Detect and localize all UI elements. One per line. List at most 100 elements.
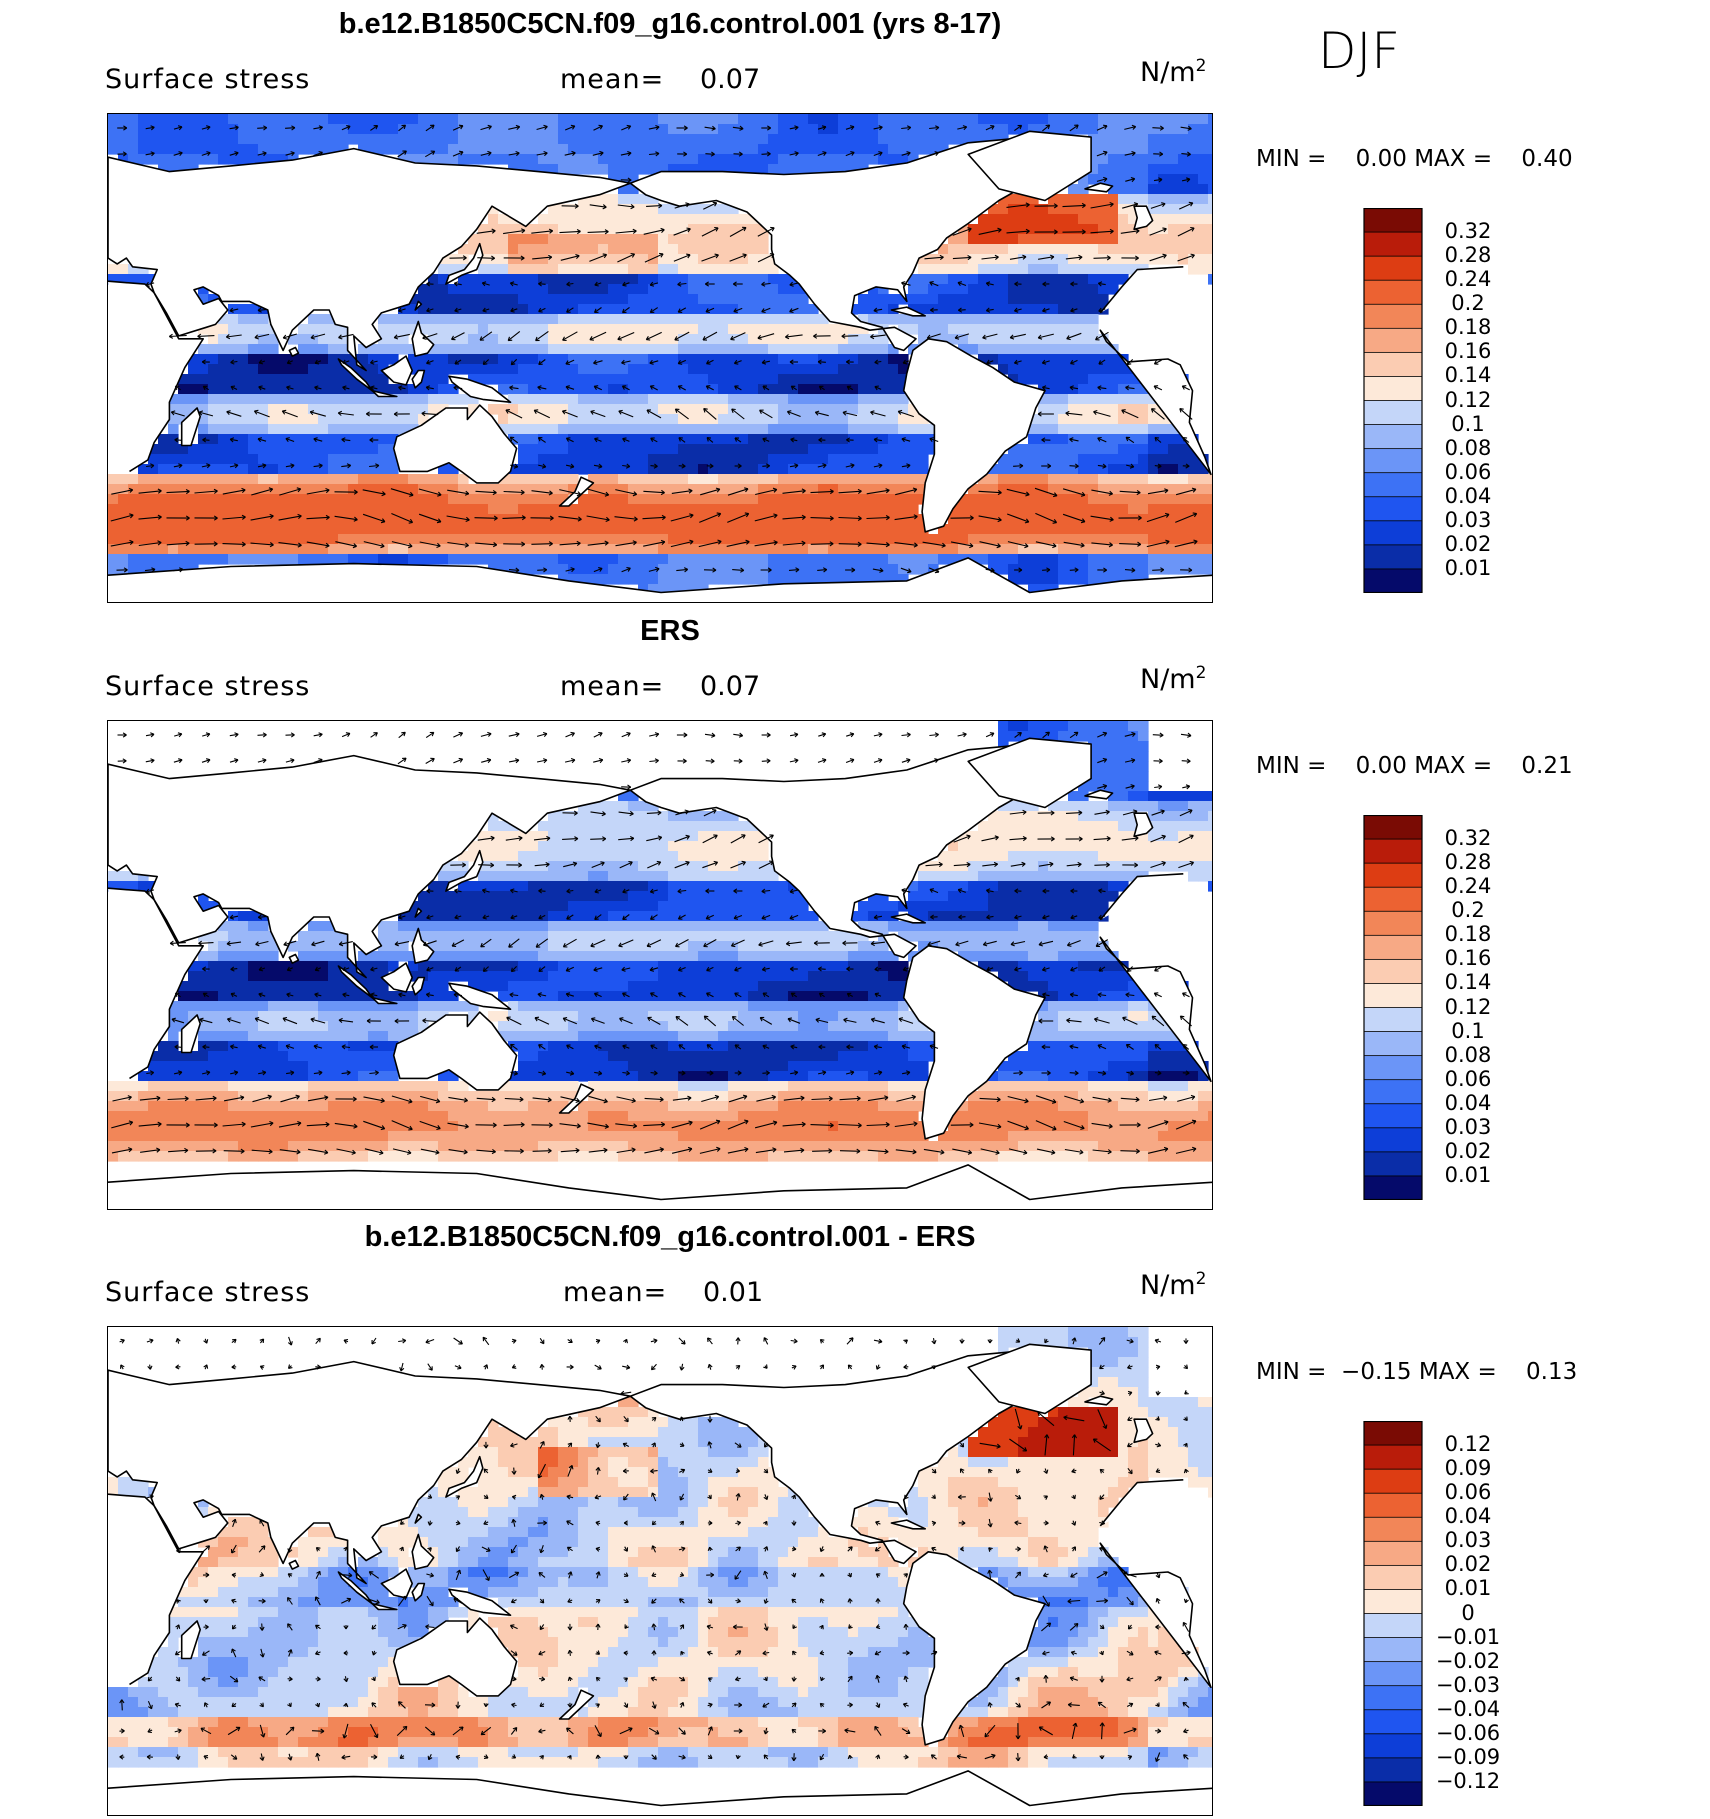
field-cell [988,544,999,555]
field-cell [698,504,709,515]
field-cell [108,564,119,575]
field-cell [438,364,449,375]
field-cell [378,494,389,505]
field-cell [1148,484,1159,495]
field-cell [1048,444,1059,455]
field-cell [1048,304,1059,315]
field-cell [568,134,579,145]
field-cell [1068,841,1079,852]
field-cell [158,454,169,465]
vector-arrow [254,333,270,340]
field-cell [658,494,669,505]
field-cell [568,144,579,155]
field-cell [168,424,179,435]
field-cell [728,524,739,535]
field-cell [828,114,839,125]
field-cell [558,304,569,315]
field-cell [248,154,259,165]
field-cell [258,144,269,155]
field-cell [208,364,219,375]
vector-arrow [144,567,156,573]
field-cell [748,444,759,455]
field-cell [668,134,679,145]
field-cell [568,811,579,822]
field-cell [1058,731,1069,742]
field-cell [598,374,609,385]
field-cell [868,354,879,365]
field-cell [148,504,159,515]
field-cell [288,144,299,155]
vector-arrow [986,359,994,365]
field-cell [1068,234,1079,245]
field-cell [668,464,679,475]
field-cell [118,264,129,275]
field-cell [478,544,489,555]
field-cell [1038,334,1049,345]
field-cell [988,524,999,535]
field-cell [558,831,569,842]
field-cell [1058,214,1069,225]
field-cell [238,424,249,435]
vector-arrow [957,125,968,131]
field-cell [828,134,839,145]
field-cell [468,504,479,515]
field-cell [768,881,779,892]
vector-arrow [1146,512,1170,523]
field-cell [998,124,1009,135]
field-cell [498,404,509,415]
field-cell [298,144,309,155]
field-cell [1058,224,1069,235]
field-cell [1088,811,1099,822]
vector-arrow [615,489,638,497]
field-cell [678,454,689,465]
field-cell [418,901,429,912]
vector-arrow [363,541,385,549]
field-cell [1178,114,1189,125]
field-cell [878,484,889,495]
field-cell [548,214,559,225]
field-cell [928,124,939,135]
field-cell [708,554,719,565]
field-cell [248,414,259,425]
field-cell [1138,454,1149,465]
field-cell [1088,731,1099,742]
field-cell [978,484,989,495]
field-cell [268,534,279,545]
field-cell [328,454,339,465]
field-cell [938,244,949,255]
field-cell [568,154,579,165]
field-cell [768,514,779,525]
field-cell [548,234,559,245]
field-cell [588,234,599,245]
field-cell [1208,871,1212,882]
field-cell [218,554,229,565]
field-cell [888,374,899,385]
field-cell [678,514,689,525]
field-cell [408,364,419,375]
field-cell [1118,504,1129,515]
field-cell [578,514,589,525]
field-cell [1118,404,1129,415]
field-cell [1158,841,1169,852]
field-cell [1108,464,1119,475]
field-cell [658,234,669,245]
field-cell [168,444,179,455]
field-cell [818,354,829,365]
field-cell [1138,524,1149,535]
field-cell [1098,771,1109,782]
field-cell [108,144,119,155]
field-cell [1038,901,1049,912]
coastline-eurasia [108,147,632,372]
field-cell [738,374,749,385]
field-cell [1008,524,1019,535]
field-cell [558,394,569,405]
field-cell [708,144,719,155]
field-cell [918,284,929,295]
field-cell [978,294,989,305]
field-cell [578,244,589,255]
field-cell [968,234,979,245]
field-cell [648,901,659,912]
field-cell [268,474,279,485]
field-cell [168,484,179,495]
field-cell [968,891,979,902]
